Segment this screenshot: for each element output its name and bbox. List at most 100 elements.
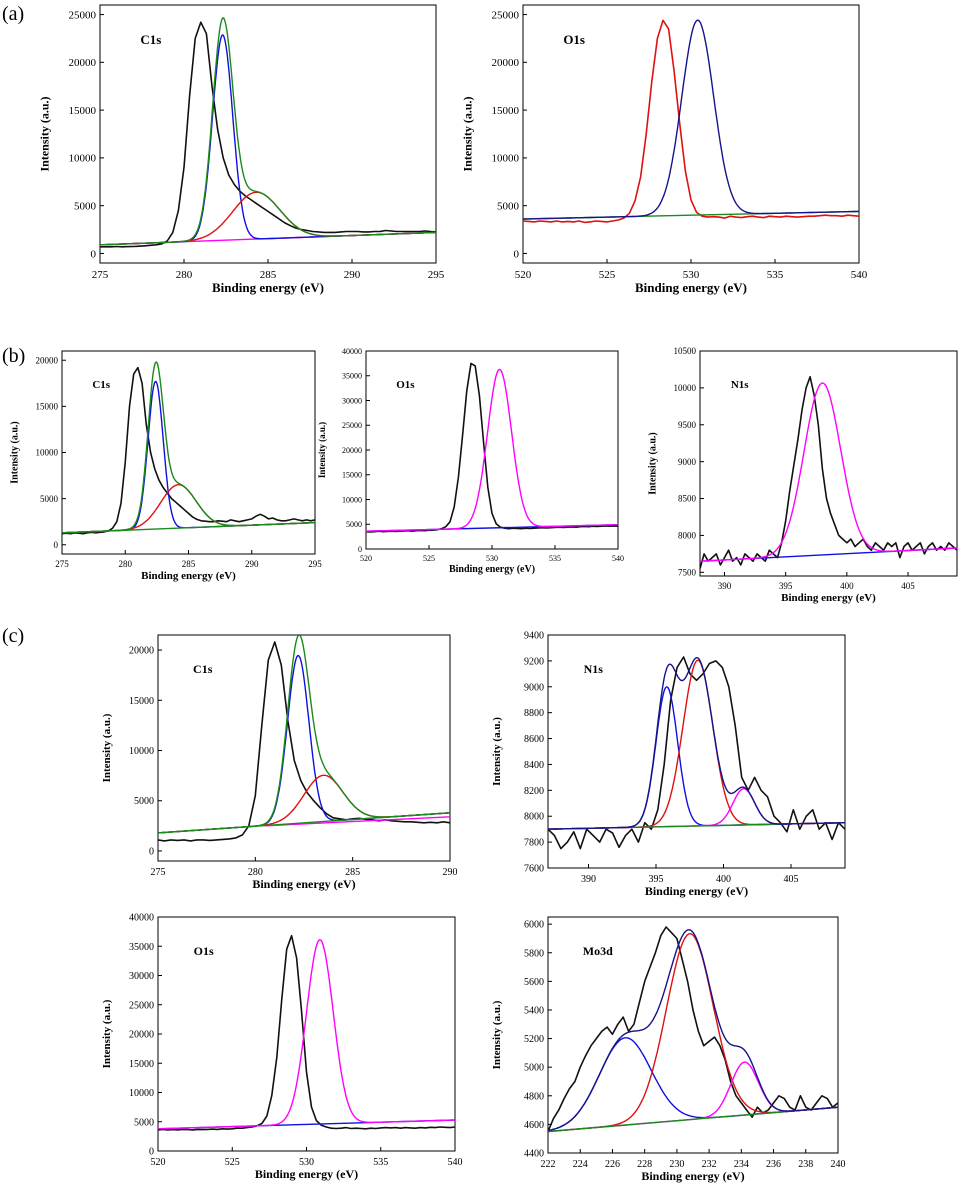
y-tick-label: 8200 [524, 786, 544, 797]
y-tick-label: 8000 [678, 531, 697, 541]
y-tick-label: 10000 [129, 1088, 154, 1099]
y-tick-label: 20000 [129, 646, 154, 657]
curves [100, 17, 436, 248]
x-tick-label: 295 [428, 269, 445, 281]
x-axis-label: Binding energy (eV) [141, 570, 236, 582]
y-tick-label: 25000 [129, 1000, 154, 1011]
y-tick-label: 20000 [492, 57, 520, 69]
series-raw-data [62, 366, 315, 535]
chart-b-o1s: 520 525 530 535 540 0 5000 10000 15000 20000 25000… [317, 347, 624, 575]
x-tick-label: 240 [831, 1159, 846, 1170]
curves [366, 362, 618, 533]
spectrum-title: O1s [563, 32, 585, 47]
y-tick-label: 9000 [678, 457, 697, 467]
x-tick-label: 285 [260, 269, 277, 281]
y-tick-label: 25000 [342, 421, 362, 430]
x-tick-label: 280 [119, 559, 133, 569]
y-axis-label: Intensity (a.u.) [491, 717, 503, 786]
series-envelope [366, 368, 618, 532]
chart-c-n1s: 390 395 400 405 7600 7800 8000 8200 8400 8600 8800… [491, 631, 846, 898]
curves [548, 656, 845, 850]
x-axis-label: Binding energy (eV) [252, 877, 355, 891]
x-axis-label: Binding energy (eV) [635, 280, 747, 295]
x-tick-label: 405 [784, 874, 799, 885]
x-tick-label: 228 [637, 1159, 652, 1170]
series-baseline [265, 816, 450, 827]
x-tick-label: 525 [225, 1157, 240, 1168]
y-tick-label: 0 [149, 1147, 154, 1158]
spectrum-title: C1s [92, 379, 110, 391]
y-tick-label: 9400 [524, 631, 544, 642]
y-tick-label: 5800 [524, 948, 544, 959]
y-tick-label: 5000 [40, 494, 59, 504]
spectrum-title: N1s [731, 379, 749, 391]
y-tick-label: 10000 [492, 153, 520, 165]
series-envelope [100, 17, 436, 246]
x-tick-label: 390 [581, 874, 596, 885]
x-axis-label: Binding energy (eV) [212, 280, 324, 295]
series-envelope [548, 929, 838, 1132]
x-tick-label: 535 [373, 1157, 388, 1168]
chart-b-n1s: 390 395 400 405 7500 8000 8500 9000 9500 10000 105… [648, 346, 958, 604]
x-tick-label: 290 [245, 559, 259, 569]
y-tick-label: 5000 [74, 201, 97, 213]
y-tick-label: 7600 [524, 864, 544, 875]
y-tick-label: 5000 [497, 201, 520, 213]
chart-c-mo3d: 222 224 226 228 230 232 234 236 238 240 4400 4600 48… [491, 916, 846, 1183]
x-tick-label: 290 [443, 867, 458, 878]
y-axis-label: Intensity (a.u.) [317, 422, 327, 478]
y-axis-label: Intensity (a.u.) [10, 421, 21, 484]
plot-frame [699, 350, 958, 577]
x-tick-label: 530 [299, 1157, 314, 1168]
y-tick-label: 7800 [524, 838, 544, 849]
y-tick-label: 7500 [678, 567, 697, 577]
x-tick-label: 275 [55, 559, 69, 569]
x-tick-label: 520 [151, 1157, 166, 1168]
x-tick-label: 520 [515, 269, 532, 281]
x-axis-label: Binding energy (eV) [645, 884, 748, 898]
y-axis-label: Intensity (a.u.) [101, 999, 113, 1068]
series-raw-data [100, 21, 436, 248]
x-tick-label: 230 [669, 1159, 684, 1170]
y-tick-label: 10500 [674, 346, 697, 356]
x-tick-label: 400 [716, 874, 731, 885]
y-tick-label: 0 [91, 248, 97, 260]
x-tick-label: 540 [612, 554, 624, 563]
y-axis-label: Intensity (a.u.) [101, 713, 113, 782]
y-tick-label: 15000 [129, 1059, 154, 1070]
y-tick-label: 25000 [492, 9, 520, 21]
y-tick-label: 35000 [342, 372, 362, 381]
y-tick-label: 0 [514, 248, 520, 260]
x-tick-label: 400 [840, 581, 854, 591]
y-tick-label: 5400 [524, 1005, 544, 1016]
spectrum-title: O1s [194, 944, 214, 958]
x-axis-label: Binding energy (eV) [781, 592, 876, 604]
x-tick-label: 226 [605, 1159, 620, 1170]
y-tick-label: 8500 [678, 494, 697, 504]
series-raw-data [523, 19, 859, 224]
y-tick-label: 30000 [342, 396, 362, 405]
x-axis-label: Binding energy (eV) [641, 1169, 744, 1183]
series-background [62, 521, 315, 534]
x-tick-label: 285 [345, 867, 360, 878]
y-tick-label: 20000 [36, 355, 59, 365]
y-tick-label: 5200 [524, 1034, 544, 1045]
x-tick-label: 280 [248, 867, 263, 878]
plot-frame [547, 634, 846, 869]
y-tick-label: 8600 [524, 734, 544, 745]
y-tick-label: 9200 [524, 656, 544, 667]
plots-container: 275 280 285 290 295 0 5000 10000 15000 20000 25000… [10, 4, 958, 1183]
series-raw-data [158, 641, 450, 842]
x-tick-label: 390 [718, 581, 732, 591]
curves [548, 926, 838, 1133]
x-tick-label: 238 [798, 1159, 813, 1170]
x-tick-label: 290 [344, 269, 361, 281]
y-tick-label: 40000 [129, 913, 154, 924]
curves [158, 934, 455, 1131]
y-tick-label: 5000 [134, 796, 154, 807]
y-tick-label: 10000 [674, 383, 697, 393]
y-tick-label: 4400 [524, 1149, 544, 1160]
x-tick-label: 236 [766, 1159, 781, 1170]
y-tick-label: 5000 [524, 1063, 544, 1074]
